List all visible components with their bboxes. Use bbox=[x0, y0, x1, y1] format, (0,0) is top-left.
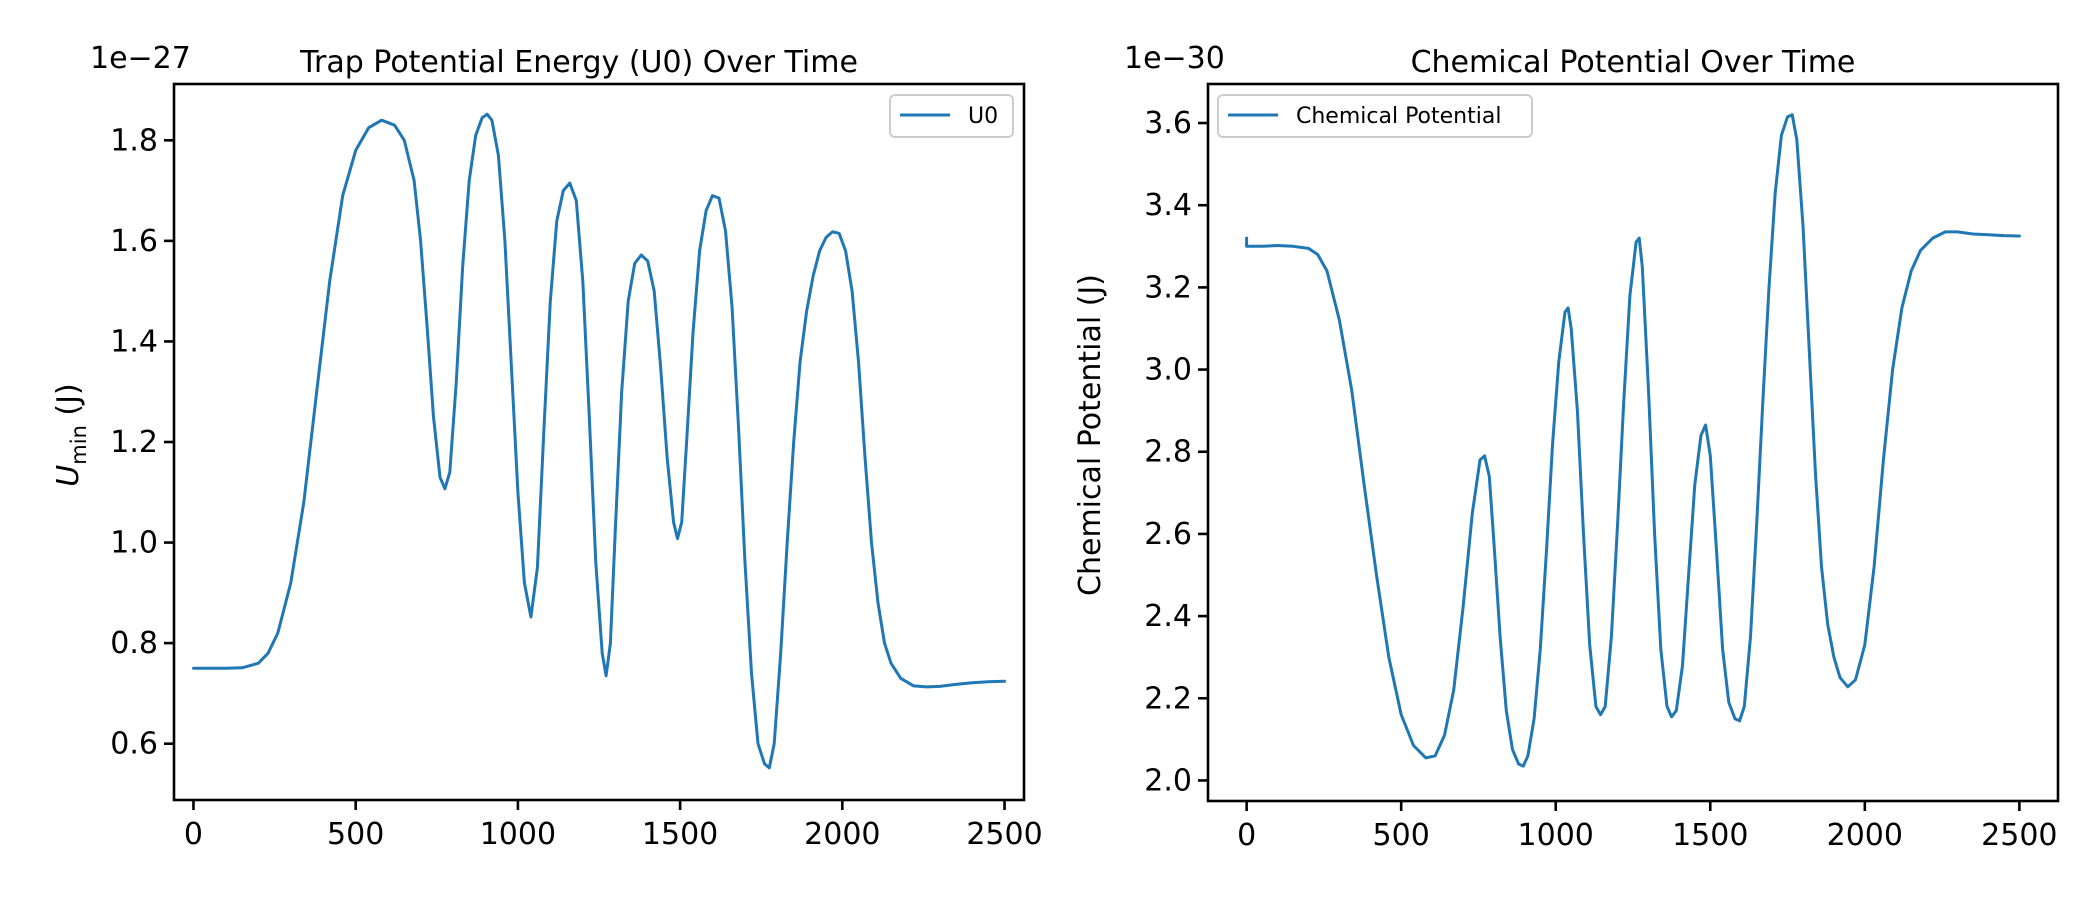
plot-area-frame bbox=[172, 82, 1026, 802]
legend-label-chemical-potential: Chemical Potential bbox=[1296, 104, 1501, 129]
x-tick-label: 2000 bbox=[804, 817, 880, 852]
legend: U0 bbox=[889, 94, 1014, 138]
x-ticks: 0 500 1000 1500 2000 2500 bbox=[1237, 801, 2058, 853]
chart-title: Trap Potential Energy (U0) Over Time bbox=[299, 45, 858, 80]
legend-label-u0: U0 bbox=[968, 104, 998, 129]
y-tick-label: 0.6 bbox=[110, 727, 158, 762]
y-offset-text: 1e−30 bbox=[1124, 41, 1225, 76]
y-axis-label: Chemical Potential (J) bbox=[1073, 274, 1108, 596]
y-tick-label: 1.6 bbox=[110, 224, 158, 259]
series-line-u0 bbox=[192, 112, 1006, 770]
y-axis-label-subscript: min bbox=[67, 425, 91, 465]
y-tick-label: 2.0 bbox=[1144, 763, 1192, 798]
x-tick-label: 2500 bbox=[1981, 818, 2057, 853]
y-tick-label: 0.8 bbox=[110, 626, 158, 661]
chart-trap-potential: Trap Potential Energy (U0) Over Time 1e−… bbox=[51, 41, 1043, 852]
chart-chemical-potential: Chemical Potential Over Time 1e−30 Chemi… bbox=[1073, 41, 2060, 853]
y-tick-label: 1.4 bbox=[110, 324, 158, 359]
series-layer bbox=[1245, 113, 2021, 768]
y-axis-label-main: U bbox=[51, 465, 86, 487]
x-tick-label: 1500 bbox=[1672, 818, 1748, 853]
chart-title: Chemical Potential Over Time bbox=[1411, 45, 1856, 80]
legend-box bbox=[889, 94, 1014, 138]
legend: Chemical Potential bbox=[1217, 94, 1533, 138]
x-tick-label: 1500 bbox=[642, 817, 718, 852]
y-axis-label-unit: (J) bbox=[51, 383, 86, 425]
y-ticks: 2.0 2.2 2.4 2.6 2.8 3.0 3.2 3.4 3.6 bbox=[1144, 106, 1208, 798]
x-tick-label: 1000 bbox=[480, 817, 556, 852]
y-tick-label: 3.4 bbox=[1144, 188, 1192, 223]
y-tick-label: 3.6 bbox=[1144, 106, 1192, 141]
y-tick-label: 2.6 bbox=[1144, 517, 1192, 552]
y-tick-label: 3.0 bbox=[1144, 353, 1192, 388]
y-offset-text: 1e−27 bbox=[90, 41, 191, 76]
x-ticks: 0 500 1000 1500 2000 2500 bbox=[184, 800, 1043, 852]
y-axis-label: Umin (J) bbox=[51, 383, 91, 486]
x-tick-label: 0 bbox=[184, 817, 203, 852]
y-ticks: 0.6 0.8 1.0 1.2 1.4 1.6 1.8 bbox=[110, 123, 174, 762]
y-tick-label: 2.2 bbox=[1144, 681, 1192, 716]
y-tick-label: 2.4 bbox=[1144, 599, 1192, 634]
series-layer bbox=[192, 112, 1006, 770]
plot-area-frame bbox=[1206, 82, 2060, 803]
y-tick-label: 1.2 bbox=[110, 425, 158, 460]
series-line-chemical-potential bbox=[1245, 113, 2021, 768]
x-tick-label: 2000 bbox=[1827, 818, 1903, 853]
y-tick-label: 1.0 bbox=[110, 526, 158, 561]
y-tick-label: 3.2 bbox=[1144, 270, 1192, 305]
x-tick-label: 1000 bbox=[1518, 818, 1594, 853]
x-tick-label: 2500 bbox=[966, 817, 1042, 852]
legend-box bbox=[1217, 94, 1533, 138]
x-tick-label: 0 bbox=[1237, 818, 1256, 853]
y-tick-label: 2.8 bbox=[1144, 435, 1192, 470]
y-tick-label: 1.8 bbox=[110, 123, 158, 158]
x-tick-label: 500 bbox=[1373, 818, 1430, 853]
x-tick-label: 500 bbox=[327, 817, 384, 852]
